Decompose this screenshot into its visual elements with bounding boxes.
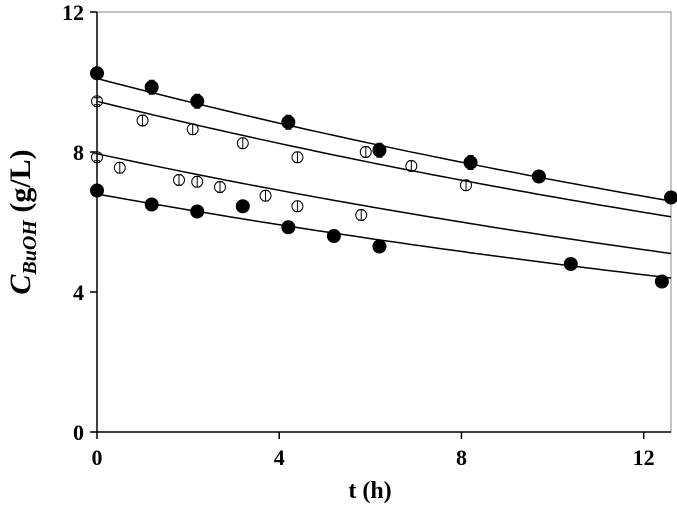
open-marker bbox=[173, 174, 185, 186]
data-point bbox=[190, 93, 205, 109]
open-marker bbox=[236, 137, 249, 150]
data-point bbox=[463, 155, 478, 170]
filled-marker bbox=[654, 274, 669, 289]
data-point bbox=[531, 169, 546, 184]
open-marker bbox=[113, 161, 126, 174]
data-point bbox=[664, 190, 677, 205]
filled-marker bbox=[463, 155, 478, 170]
data-point bbox=[214, 181, 226, 193]
data-point bbox=[113, 161, 126, 174]
filled-marker bbox=[563, 257, 578, 271]
filled-marker bbox=[281, 115, 296, 130]
y-axis-ticks: 0 4 8 12 bbox=[62, 0, 97, 445]
data-point bbox=[236, 137, 249, 150]
filled-marker bbox=[326, 229, 341, 243]
data-point bbox=[372, 239, 387, 254]
filled-marker bbox=[281, 220, 296, 235]
data-point bbox=[563, 257, 578, 271]
fit-curve-4 bbox=[96, 193, 672, 279]
data-point bbox=[291, 200, 304, 213]
filled-marker bbox=[235, 199, 250, 214]
data-point bbox=[259, 189, 272, 202]
open-marker bbox=[259, 189, 272, 202]
data-markers bbox=[90, 66, 677, 289]
data-point bbox=[144, 79, 159, 95]
open-marker bbox=[291, 200, 304, 213]
plot-frame bbox=[96, 11, 672, 433]
open-marker bbox=[355, 209, 368, 221]
open-marker bbox=[186, 123, 199, 136]
open-marker bbox=[405, 160, 418, 172]
y-tick-label: 12 bbox=[62, 0, 84, 25]
data-point bbox=[372, 142, 387, 158]
x-tick-label: 12 bbox=[633, 445, 655, 470]
data-point bbox=[405, 160, 418, 172]
fit-curve-2 bbox=[96, 100, 672, 218]
open-marker bbox=[214, 181, 226, 193]
data-point bbox=[186, 123, 199, 136]
data-point bbox=[460, 179, 472, 192]
x-axis-ticks: 0 4 8 12 bbox=[92, 432, 655, 470]
open-marker bbox=[460, 179, 472, 192]
x-tick-label: 8 bbox=[456, 445, 467, 470]
fit-curve-3 bbox=[96, 153, 672, 255]
open-marker bbox=[359, 146, 372, 158]
open-marker bbox=[291, 151, 304, 164]
data-point bbox=[355, 209, 368, 221]
y-tick-label: 0 bbox=[73, 420, 84, 445]
data-point bbox=[281, 114, 296, 130]
y-axis-label: CBuOH (g/L) bbox=[4, 149, 41, 294]
filled-marker bbox=[531, 169, 546, 184]
data-point bbox=[191, 175, 204, 188]
filled-marker bbox=[144, 197, 159, 212]
filled-marker bbox=[664, 190, 677, 205]
open-marker bbox=[191, 175, 204, 188]
y-axis-label-unit: (g/L) bbox=[4, 149, 37, 220]
x-axis-label: t (h) bbox=[348, 478, 391, 504]
y-tick-label: 4 bbox=[73, 280, 84, 305]
data-point bbox=[326, 229, 341, 243]
filled-marker bbox=[190, 204, 205, 219]
filled-marker bbox=[144, 80, 159, 95]
data-point bbox=[235, 199, 250, 214]
filled-marker bbox=[372, 239, 387, 254]
x-tick-label: 4 bbox=[274, 445, 285, 470]
data-point bbox=[291, 151, 304, 164]
data-point bbox=[144, 197, 159, 212]
filled-marker bbox=[190, 94, 205, 109]
y-axis-label-main: C bbox=[4, 274, 37, 295]
y-axis-label-subscript: BuOH bbox=[19, 219, 41, 276]
x-tick-label: 0 bbox=[92, 445, 103, 470]
data-point bbox=[654, 274, 669, 289]
open-marker bbox=[136, 114, 149, 127]
filled-marker bbox=[372, 143, 387, 158]
data-point bbox=[359, 146, 372, 158]
data-point bbox=[190, 204, 205, 219]
data-point bbox=[173, 174, 185, 186]
data-point bbox=[281, 220, 296, 235]
y-tick-label: 8 bbox=[73, 140, 84, 165]
data-point bbox=[136, 114, 149, 127]
